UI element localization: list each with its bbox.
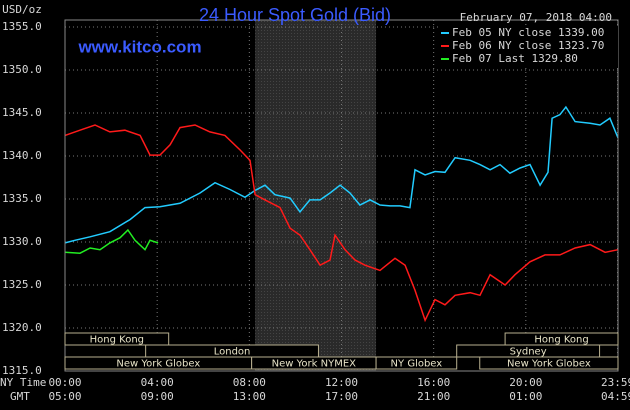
y-tick-label: 1335.0: [2, 192, 42, 205]
x-row-label: GMT: [10, 390, 30, 403]
y-tick-label: 1345.0: [2, 106, 42, 119]
y-tick-label: 1350.0: [2, 63, 42, 76]
session-bar: [64, 332, 170, 346]
price-line: [64, 124, 619, 323]
price-line: [64, 105, 619, 244]
x-tick-label-gmt: 21:00: [417, 390, 450, 403]
y-tick-label: 1315.0: [2, 364, 42, 377]
watermark: www.kitco.com: [77, 37, 201, 56]
session-label: New York Globex: [116, 359, 200, 370]
y-axis-label: USD/oz: [2, 3, 42, 16]
y-tick-label: 1355.0: [2, 20, 42, 33]
x-tick-label: 12:00: [325, 376, 358, 389]
x-tick-label: 08:00: [233, 376, 266, 389]
legend-entry: Feb 06 NY close 1323.70: [452, 39, 604, 52]
chart-title: 24 Hour Spot Gold (Bid): [199, 5, 391, 25]
x-tick-label: 23:59: [601, 376, 630, 389]
x-row-label: NY Time: [0, 376, 46, 389]
y-tick-label: 1330.0: [2, 235, 42, 248]
legend-entry: Feb 07 Last 1329.80: [452, 52, 578, 65]
session-label: London: [214, 347, 251, 358]
plot-frame: [64, 19, 619, 372]
legend-entry: Feb 05 NY close 1339.00: [452, 26, 604, 39]
session-label: NY Globex: [391, 359, 443, 370]
x-tick-label: 16:00: [417, 376, 450, 389]
session-bar: [375, 356, 458, 370]
date-label: February 07, 2018 04:00: [460, 11, 612, 24]
x-tick-label-gmt: 04:59: [601, 390, 630, 403]
y-tick-label: 1325.0: [2, 278, 42, 291]
x-tick-label-gmt: 13:00: [233, 390, 266, 403]
y-tick-label: 1340.0: [2, 149, 42, 162]
price-line: [64, 228, 159, 254]
x-tick-label-gmt: 01:00: [509, 390, 542, 403]
session-bar: [479, 356, 619, 370]
x-tick-label-gmt: 05:00: [48, 390, 81, 403]
x-tick-label: 04:00: [141, 376, 174, 389]
session-label: Hong Kong: [90, 335, 144, 346]
x-tick-label: 00:00: [48, 376, 81, 389]
shaded-period: [255, 20, 377, 371]
x-tick-label-gmt: 17:00: [325, 390, 358, 403]
session-label: New York Globex: [507, 359, 591, 370]
y-tick-label: 1320.0: [2, 321, 42, 334]
x-tick-label-gmt: 09:00: [141, 390, 174, 403]
session-label: Sydney: [510, 347, 547, 358]
session-label: Hong Kong: [534, 335, 588, 346]
x-tick-label: 20:00: [509, 376, 542, 389]
session-label: New York NYMEX: [272, 359, 357, 370]
legend-box: [438, 26, 618, 68]
